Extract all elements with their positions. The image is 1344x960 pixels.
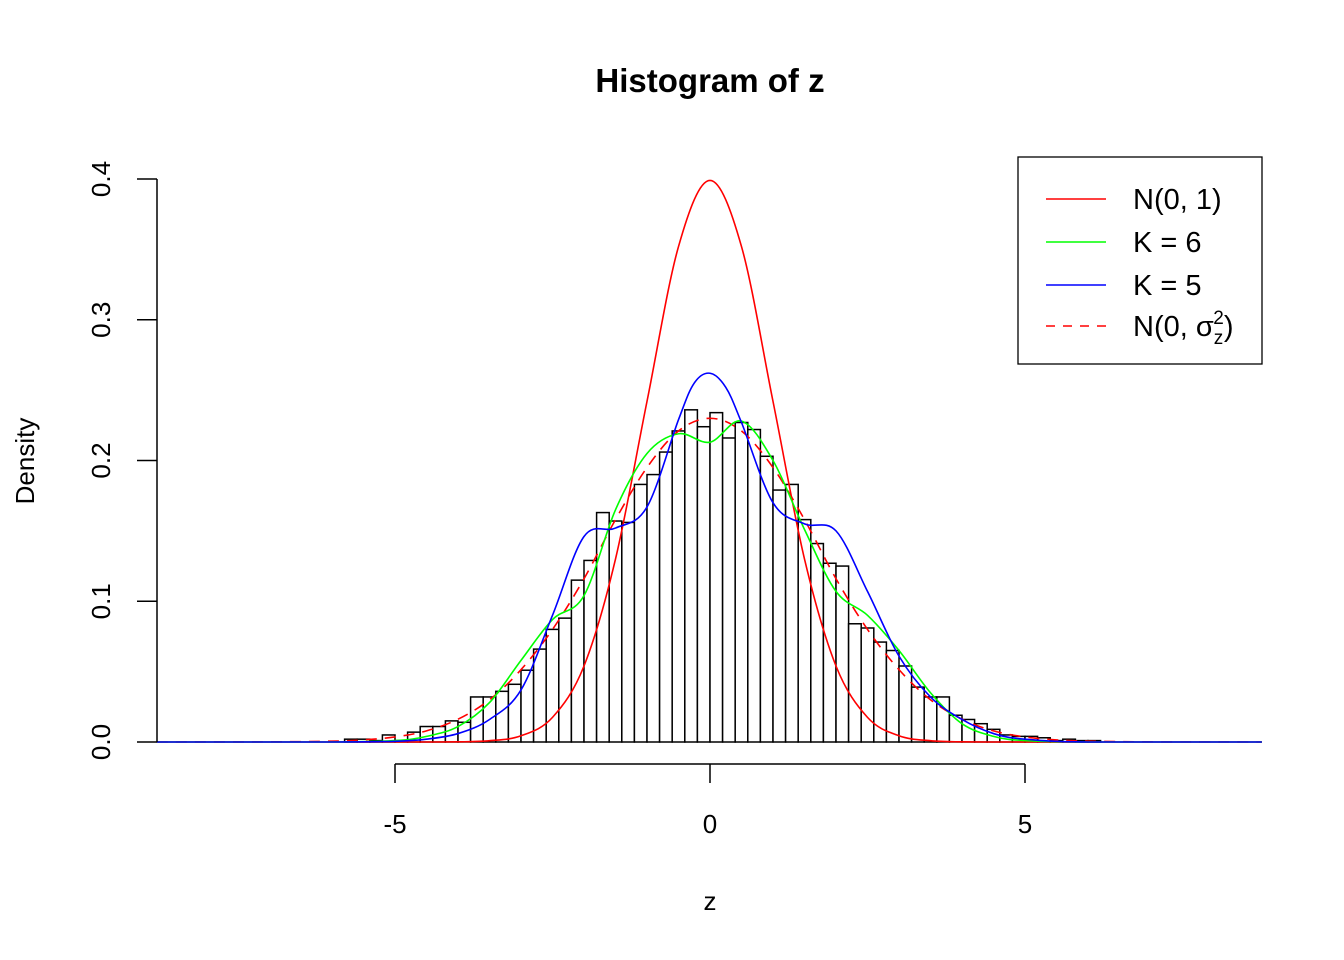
histogram-bar	[608, 520, 623, 743]
density-curves	[156, 179, 1262, 743]
histogram-bar	[545, 628, 560, 743]
histogram-bars	[343, 409, 1102, 743]
y-tick-label: 0.4	[86, 161, 116, 197]
curve-normal-sigma-z	[156, 417, 1262, 743]
chart-title: Histogram of z	[595, 62, 824, 99]
curve-normal-0-1	[156, 179, 1262, 743]
histogram-bar	[797, 518, 812, 743]
histogram-bar	[835, 565, 850, 743]
legend-label-normal: N(0, 1)	[1133, 184, 1222, 216]
legend-label-normal-sigma-main: N(0, σ	[1133, 311, 1214, 343]
histogram-bar	[658, 451, 673, 743]
x-axis-label: z	[704, 886, 717, 916]
histogram-bar	[810, 542, 825, 743]
x-tick-label: 5	[1018, 809, 1032, 839]
histogram-bar	[621, 521, 636, 743]
curve-k5	[156, 372, 1262, 743]
y-tick-label: 0.1	[86, 583, 116, 619]
histogram-bar	[747, 428, 762, 743]
histogram-bar	[860, 627, 875, 743]
x-tick-label: -5	[383, 809, 406, 839]
histogram-bar	[558, 617, 573, 743]
legend-label-k6: K = 6	[1133, 227, 1202, 259]
histogram-bar	[910, 686, 925, 743]
legend-label-sup: 2	[1213, 308, 1224, 329]
histogram-bar	[684, 409, 699, 743]
histogram-bar	[772, 489, 787, 743]
histogram-bar	[671, 430, 686, 743]
axes: -5 0 5 0.0 0.1 0.2 0.3 0.4	[86, 161, 1032, 839]
y-axis-label: Density	[10, 418, 40, 505]
histogram-bar	[885, 649, 900, 743]
legend: N(0, 1) K = 6 K = 5 N(0, σz2)	[1017, 156, 1263, 365]
legend-label-k5: K = 5	[1133, 270, 1202, 302]
histogram-bar	[721, 437, 736, 743]
histogram-bar	[923, 696, 938, 743]
histogram-bar	[847, 623, 862, 743]
histogram-bar	[495, 690, 510, 743]
histogram-bar	[469, 696, 484, 743]
y-tick-label: 0.3	[86, 302, 116, 338]
y-tick-label: 0.0	[86, 724, 116, 760]
histogram-bar	[709, 411, 724, 743]
histogram-bar	[696, 425, 711, 743]
curve-k6	[156, 420, 1262, 743]
legend-label-normal-sigma: N(0, σz2)	[1133, 308, 1234, 349]
x-tick-label: 0	[703, 809, 717, 839]
histogram-bar	[633, 483, 648, 743]
histogram-bar	[734, 421, 749, 743]
y-tick-label: 0.2	[86, 442, 116, 478]
histogram-bar	[898, 665, 913, 743]
histogram-bar	[646, 473, 661, 743]
legend-label-close: )	[1224, 311, 1234, 343]
legend-box	[1017, 156, 1263, 365]
legend-label-sub: z	[1214, 328, 1224, 349]
